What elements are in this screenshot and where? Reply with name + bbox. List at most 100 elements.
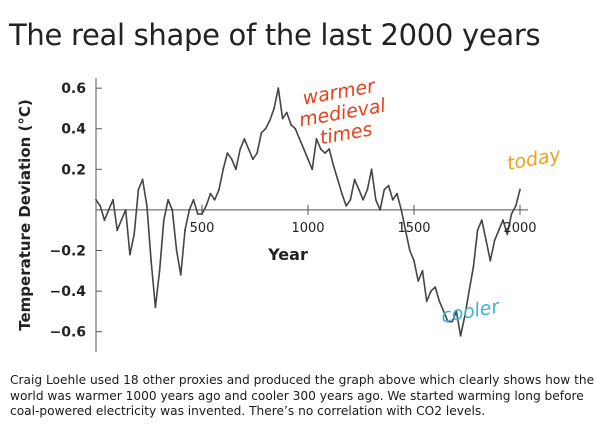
- data-point: [112, 198, 114, 201]
- y-tick-label: −0.6: [49, 325, 86, 341]
- data-point: [133, 233, 136, 236]
- data-point: [264, 127, 267, 130]
- data-point: [116, 229, 119, 232]
- data-point: [468, 290, 470, 292]
- data-point: [252, 158, 254, 161]
- data-point: [158, 269, 161, 272]
- data-point: [493, 239, 496, 242]
- data-point: [417, 280, 420, 282]
- data-point: [497, 229, 500, 232]
- data-point: [464, 314, 466, 317]
- data-point: [400, 209, 403, 211]
- data-point: [184, 229, 186, 232]
- data-point: [408, 249, 411, 252]
- y-tick-label: −0.2: [49, 244, 86, 260]
- data-point: [324, 152, 326, 155]
- y-axis-label: Temperature Deviation (°C): [16, 99, 34, 331]
- data-point: [362, 198, 364, 201]
- data-point: [124, 209, 127, 211]
- data-point: [311, 168, 314, 171]
- data-point: [489, 259, 492, 262]
- data-point: [209, 192, 212, 195]
- data-point: [146, 205, 148, 207]
- annotation-warmer: warmermedievaltimes: [294, 74, 392, 152]
- data-point: [413, 259, 415, 262]
- data-point: [226, 152, 229, 155]
- annotation-line: cooler: [439, 295, 502, 327]
- data-point: [480, 219, 483, 222]
- data-point: [285, 111, 288, 114]
- data-point: [167, 198, 170, 201]
- data-point: [514, 205, 517, 207]
- x-tick-label: 1500: [397, 221, 430, 236]
- data-point: [404, 229, 407, 232]
- data-point: [374, 198, 377, 201]
- annotation-cooler: cooler: [439, 295, 502, 327]
- data-point: [459, 334, 462, 337]
- x-tick-label: 2000: [503, 221, 536, 236]
- x-axis-label: Year: [267, 245, 308, 264]
- data-point: [421, 269, 424, 272]
- data-point: [455, 310, 458, 313]
- data-point: [349, 198, 352, 201]
- data-point: [315, 138, 318, 140]
- data-point: [230, 158, 233, 161]
- data-point: [332, 164, 335, 167]
- y-tick-label: −0.4: [49, 284, 86, 300]
- data-point: [129, 253, 131, 256]
- temperature-chart: −0.6 −0.4 −0.2 0.2 0.4 0.6 500 1000 1500 2000 Year…: [16, 74, 563, 352]
- data-point: [175, 249, 178, 252]
- data-point: [281, 117, 284, 120]
- data-point: [294, 127, 297, 130]
- x-tick-label: 1000: [291, 221, 324, 236]
- data-point: [268, 119, 271, 122]
- data-point: [353, 178, 356, 181]
- data-point: [277, 87, 280, 89]
- data-point: [358, 188, 360, 191]
- data-point: [222, 168, 225, 171]
- data-point: [162, 219, 165, 222]
- data-point: [213, 198, 216, 201]
- data-point: [192, 198, 195, 201]
- data-point: [476, 229, 479, 232]
- caption-text: Craig Loehle used 18 other proxies and p…: [10, 373, 595, 418]
- data-point: [95, 198, 97, 201]
- data-point: [103, 219, 106, 222]
- data-point: [120, 219, 123, 222]
- data-point: [260, 131, 263, 134]
- data-point: [447, 320, 449, 323]
- data-point: [243, 138, 246, 140]
- data-point: [341, 192, 343, 195]
- data-point: [379, 209, 381, 211]
- y-tick-label: 0.2: [61, 162, 86, 178]
- page-title: The real shape of the last 2000 years: [9, 18, 541, 52]
- data-point: [179, 274, 182, 276]
- data-point: [137, 188, 140, 191]
- data-point: [472, 265, 475, 268]
- data-point: [201, 213, 203, 215]
- data-point: [154, 306, 157, 309]
- data-point: [307, 158, 309, 161]
- data-point: [141, 178, 144, 181]
- data-point: [319, 148, 322, 150]
- data-point: [107, 209, 110, 211]
- annotation-today: today: [505, 144, 563, 175]
- data-point: [235, 168, 237, 171]
- data-point: [196, 213, 199, 215]
- data-point: [205, 205, 208, 207]
- data-point: [239, 148, 242, 150]
- data-point: [273, 107, 275, 110]
- data-point: [485, 239, 487, 242]
- data-point: [430, 290, 432, 292]
- y-tick-label: 0.4: [61, 122, 86, 138]
- data-point: [510, 213, 513, 215]
- data-point: [434, 286, 437, 288]
- data-point: [502, 219, 504, 222]
- data-point: [256, 152, 258, 155]
- data-point: [425, 300, 428, 303]
- data-point: [506, 233, 509, 236]
- data-point: [218, 188, 220, 191]
- y-tick-label: 0.6: [61, 81, 86, 97]
- data-point: [438, 300, 441, 303]
- data-point: [188, 209, 191, 211]
